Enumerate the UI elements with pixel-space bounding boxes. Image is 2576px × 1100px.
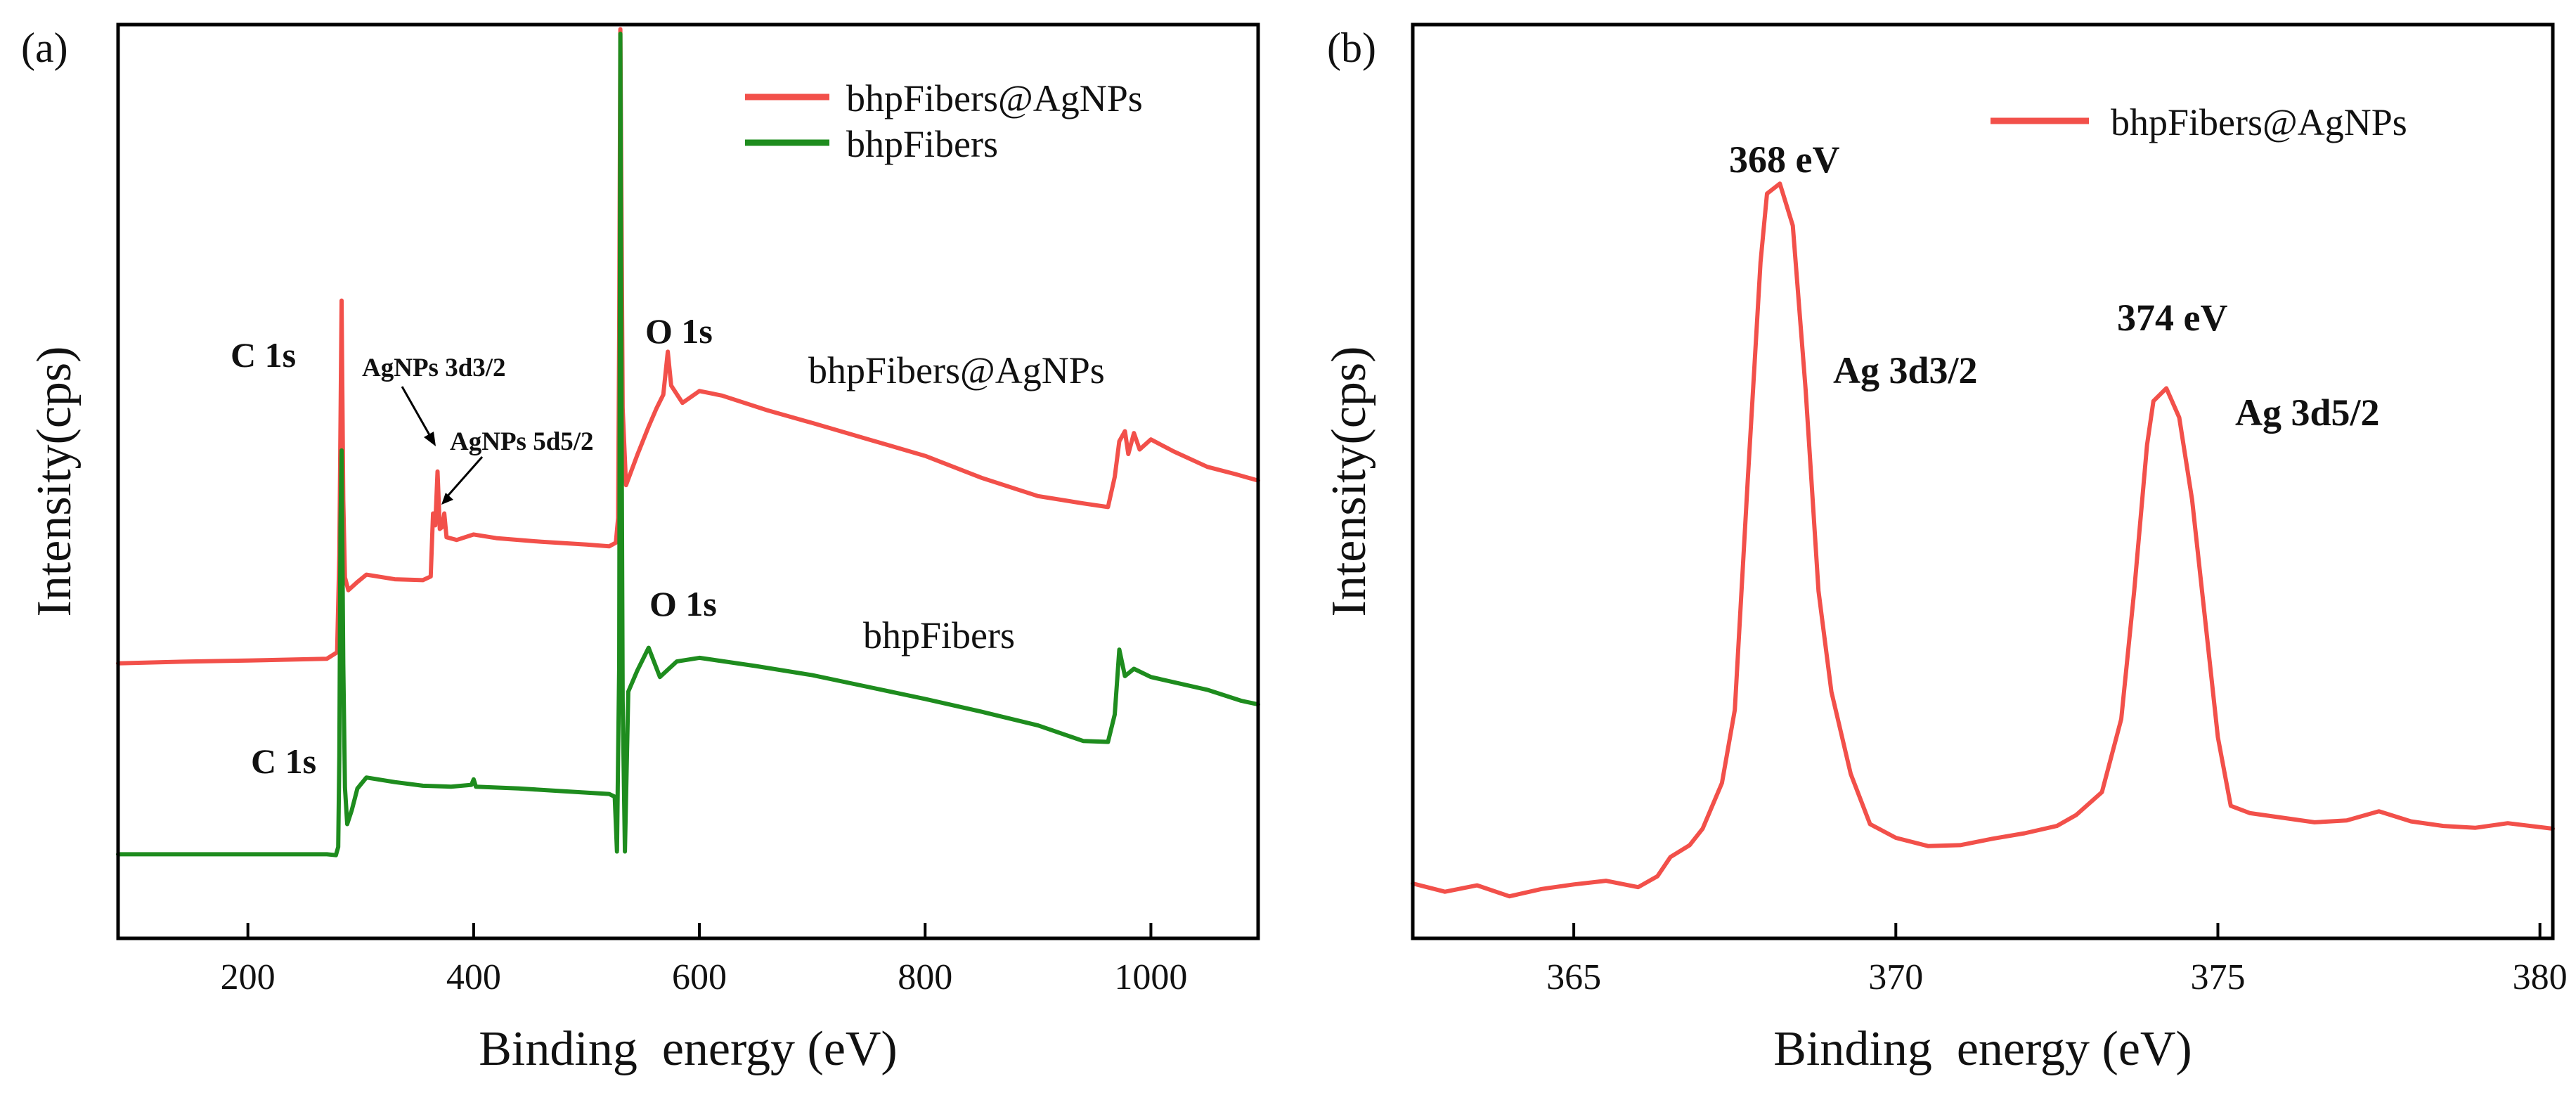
x-tick-label-a-400: 400: [446, 957, 501, 997]
panel-a-y-axis-label: Intensity(cps): [27, 347, 82, 617]
annotation-c1s-bottom: C 1s: [251, 742, 316, 781]
panel-a-label: (a): [21, 25, 68, 71]
arrow-head-agnps-5d: [441, 493, 453, 505]
series-line-a-1: [116, 32, 1260, 858]
panel-b: (b) 365 370 375 380 Binding energy (eV) Int…: [1322, 22, 2568, 1076]
panel-b-plot: [1411, 181, 2555, 899]
panel-b-y-axis-label: Intensity(cps): [1322, 347, 1376, 617]
x-tick-label-a-600: 600: [672, 957, 727, 997]
panel-a: (a) 200 400 600 800 1000 Binding energy (eV)…: [21, 22, 1260, 1076]
series-line-b-0: [1411, 181, 2555, 899]
x-tick-label-b-365: 365: [1546, 957, 1601, 997]
arrow-agnps-3d: [401, 386, 433, 439]
annotation-agnps-3d: AgNPs 3d3/2: [362, 354, 506, 382]
panel-b-x-axis-label: Binding energy (eV): [1773, 1022, 2192, 1076]
series-line-a-0: [116, 27, 1260, 666]
x-tick-label-a-1000: 1000: [1114, 957, 1187, 997]
panel-b-frame: [1411, 22, 2555, 940]
panel-a-plot: [116, 27, 1260, 858]
annotation-peak1-label: Ag 3d3/2: [1833, 349, 1978, 392]
panel-b-legend: bhpFibers@AgNPs: [1991, 101, 2407, 143]
panel-a-x-ticks: 200 400 600 800 1000: [221, 923, 1187, 997]
panel-b-x-ticks: 365 370 375 380: [1546, 923, 2568, 997]
legend-label-bhpfibers: bhpFibers: [846, 123, 998, 165]
annotation-curve-bottom: bhpFibers: [863, 614, 1015, 656]
annotation-curve-top: bhpFibers@AgNPs: [808, 349, 1105, 392]
panel-b-label: (b): [1327, 25, 1376, 71]
x-tick-label-a-200: 200: [221, 957, 276, 997]
arrow-agnps-5d: [444, 456, 484, 500]
legend-label-bhpfibers-agnps: bhpFibers@AgNPs: [846, 77, 1143, 119]
annotation-peak2-energy: 374 eV: [2117, 297, 2227, 339]
x-tick-label-b-375: 375: [2190, 957, 2245, 997]
x-tick-label-b-370: 370: [1868, 957, 1923, 997]
annotation-c1s-top: C 1s: [231, 335, 296, 375]
panel-a-frame: [116, 22, 1260, 940]
arrow-head-agnps-3d: [424, 432, 436, 446]
annotation-agnps-5d: AgNPs 5d5/2: [450, 427, 594, 456]
annotation-peak1-energy: 368 eV: [1729, 138, 1839, 181]
annotation-peak2-label: Ag 3d5/2: [2235, 392, 2380, 434]
annotation-o1s-bottom: O 1s: [649, 584, 717, 623]
legend-label-b-bhpfibers-agnps: bhpFibers@AgNPs: [2111, 101, 2407, 143]
x-tick-label-a-800: 800: [898, 957, 952, 997]
x-tick-label-b-380: 380: [2513, 957, 2568, 997]
panel-a-x-axis-label: Binding energy (eV): [479, 1022, 898, 1076]
panel-a-legend: bhpFibers@AgNPs bhpFibers: [745, 77, 1143, 165]
annotation-o1s-top: O 1s: [645, 311, 713, 351]
